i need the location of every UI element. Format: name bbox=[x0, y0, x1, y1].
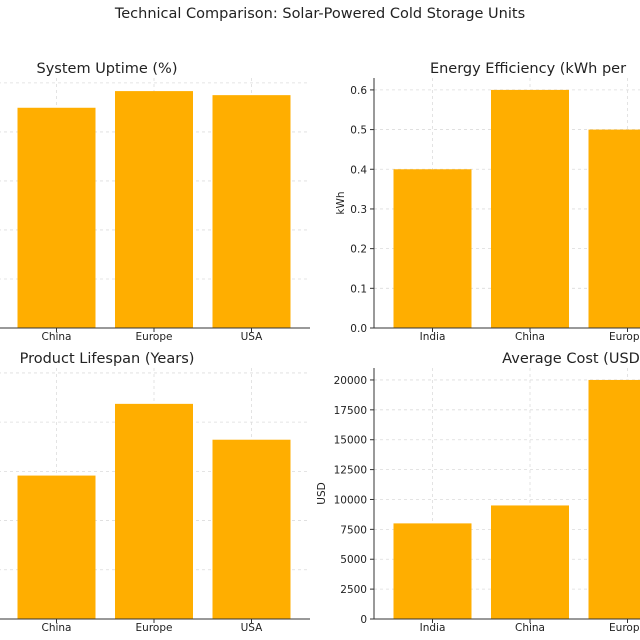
bar-china bbox=[491, 89, 569, 329]
y-tick-label: 20000 bbox=[334, 375, 367, 387]
y-tick-label: 0.5 bbox=[350, 125, 367, 137]
x-tick-label: China bbox=[515, 622, 545, 634]
panel-system-uptime: System Uptime (%) China Europe USA bbox=[0, 61, 310, 343]
y-tick-label: 12500 bbox=[334, 465, 367, 477]
y-axis-label: kWh bbox=[335, 191, 347, 214]
panel-energy-efficiency: Energy Efficiency (kWh per 0.00.10.20.30… bbox=[335, 61, 640, 343]
plot-area: 0 2500 5000 7500 10000 12500 15000 17500 20000 In… bbox=[316, 368, 640, 634]
panel-title: Product Lifespan (Years) bbox=[20, 351, 195, 367]
bar-china bbox=[17, 475, 96, 619]
bar-usa bbox=[212, 439, 291, 619]
panel-title: System Uptime (%) bbox=[37, 61, 178, 77]
panel-title: Average Cost (USD bbox=[502, 351, 640, 367]
bar-europe bbox=[588, 129, 640, 328]
panel-product-lifespan: Product Lifespan (Years) China Europe USA bbox=[0, 351, 310, 634]
bar-europe bbox=[115, 403, 193, 619]
x-tick-label: Europe bbox=[136, 331, 173, 343]
y-axis-label: USD bbox=[316, 482, 328, 504]
figure-title: Technical Comparison: Solar-Powered Cold… bbox=[114, 6, 525, 22]
x-tick-label: Europe bbox=[136, 622, 173, 634]
x-tick-label: India bbox=[420, 331, 446, 343]
x-tick-label: Europe bbox=[609, 622, 640, 634]
y-tick-label: 0.0 bbox=[350, 323, 367, 335]
x-tick-label: China bbox=[515, 331, 545, 343]
y-tick-label: 5000 bbox=[340, 554, 367, 566]
x-tick-label: USA bbox=[241, 331, 264, 343]
bar-europe bbox=[588, 379, 640, 619]
x-tick-label: India bbox=[420, 622, 446, 634]
bar-china bbox=[491, 505, 569, 619]
x-tick-label: China bbox=[42, 622, 72, 634]
plot-area: China Europe USA bbox=[0, 368, 310, 634]
bar-india bbox=[393, 523, 472, 619]
bar-europe bbox=[115, 91, 193, 328]
bar-china bbox=[17, 107, 96, 328]
bar-india bbox=[393, 169, 472, 328]
x-tick-label: USA bbox=[241, 622, 264, 634]
y-tick-label: 0.2 bbox=[350, 244, 367, 256]
y-tick-label: 0.4 bbox=[350, 164, 367, 176]
y-tick-label: 15000 bbox=[334, 435, 367, 447]
y-tick-label: 0.3 bbox=[350, 204, 367, 216]
y-tick-label: 2500 bbox=[340, 584, 367, 596]
y-tick-label: 0.1 bbox=[350, 283, 367, 295]
y-tick-label: 7500 bbox=[340, 524, 367, 536]
plot-area: 0.0 0.1 0.2 0.3 0.4 0.5 0.6 India China Europe kWh bbox=[335, 78, 640, 343]
bar-usa bbox=[212, 95, 291, 329]
panel-title: Energy Efficiency (kWh per bbox=[430, 61, 626, 77]
y-tick-label: 17500 bbox=[334, 405, 367, 417]
y-tick-label: 0.6 bbox=[350, 85, 367, 97]
x-tick-label: China bbox=[42, 331, 72, 343]
plot-area: China Europe USA bbox=[0, 78, 310, 343]
y-tick-label: 0 bbox=[360, 614, 367, 626]
y-tick-label: 10000 bbox=[334, 494, 367, 506]
panel-average-cost: Average Cost (USD 0 2500 5000 7500 10000 1250… bbox=[316, 351, 640, 634]
x-tick-label: Europe bbox=[609, 331, 640, 343]
